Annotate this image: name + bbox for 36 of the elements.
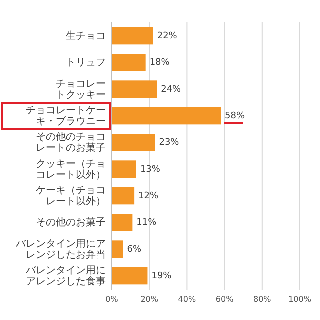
bar [112,134,156,152]
y-tick-label: その他のチョコレートのお菓子 [36,130,106,154]
x-tick-label: 60% [216,295,234,304]
x-tick-label: 20% [140,295,159,304]
data-label: 12% [138,191,160,202]
data-label: 24% [161,84,182,95]
bar [112,54,146,72]
bar [112,107,222,125]
data-label: 13% [140,164,161,175]
y-tick-label: チョコレートケーキ・ブラウニー [26,105,106,128]
bar [112,214,133,232]
y-tick-label: バレンタイン用にアレンジしたお弁当 [15,238,106,261]
y-tick-label: 生チョコ [66,30,106,42]
data-label: 11% [136,218,158,228]
y-tick-label: チョコレートクッキー [56,78,106,101]
bar [112,27,154,45]
y-tick-label: トリュフ [66,57,106,68]
x-tick-label: 80% [254,295,272,304]
y-tick-label: ケーキ（チョコレート以外） [36,185,106,208]
y-tick-label: クッキー（チョコレート以外） [36,158,106,181]
y-tick-label: その他のお菓子 [36,216,106,228]
y-tick-label: バレンタイン用にアレンジした食事 [25,265,106,288]
bar [112,160,136,178]
bar [112,240,124,258]
bar [112,80,158,98]
data-label: 58% [225,111,246,122]
x-tick-label: 100% [288,295,312,304]
x-tick-label: 0% [106,295,119,304]
bar [112,267,148,285]
bar [112,187,135,205]
data-label: 23% [159,138,180,148]
x-tick-label: 40% [178,295,196,304]
data-label: 18% [150,58,170,68]
data-label: 22% [157,31,178,42]
data-label: 6% [127,244,142,255]
data-label: 19% [152,271,172,282]
